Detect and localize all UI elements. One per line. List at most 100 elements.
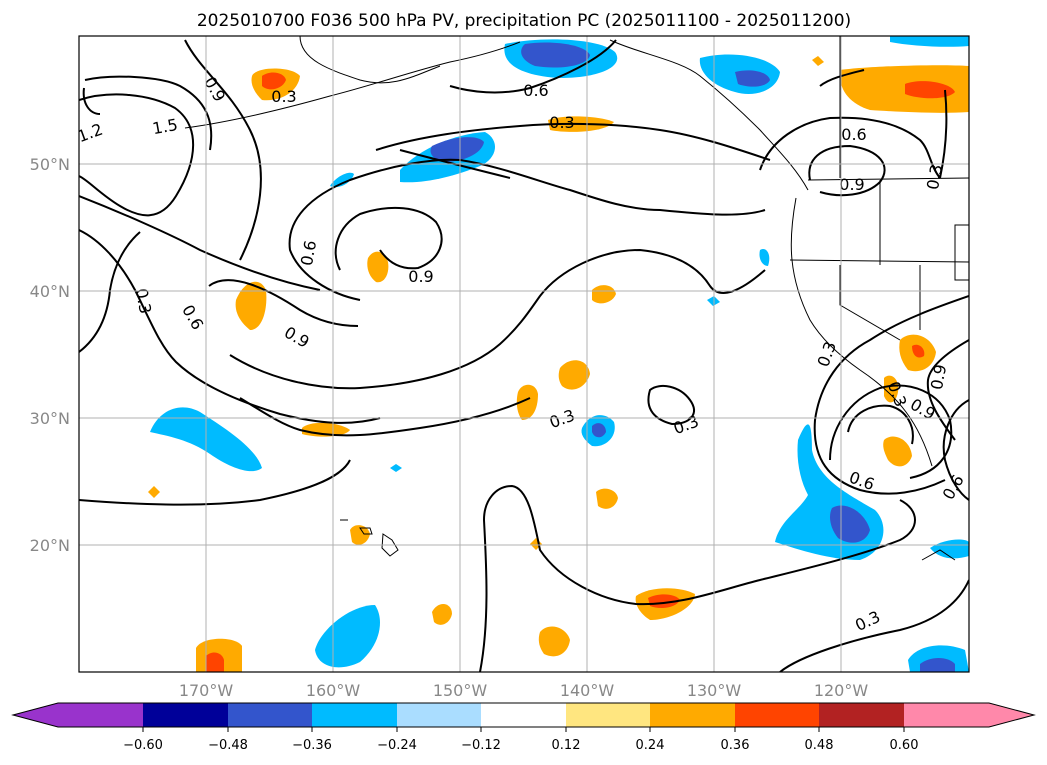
contour-label: 0.3 <box>923 163 946 191</box>
colorbar-segment <box>228 703 313 727</box>
pv-contour-line <box>647 384 695 426</box>
pv-contour-line <box>79 231 141 353</box>
pv-contour-line <box>239 397 531 437</box>
colorbar-tick-label: 0.36 <box>721 738 750 753</box>
pv-contour-line <box>829 384 953 479</box>
positive-anomaly-area <box>350 525 370 545</box>
pv-contour-line <box>926 339 969 441</box>
colorbar-tick-label: 0.12 <box>552 738 581 753</box>
map-title: 2025010700 F036 500 hPa PV, precipitatio… <box>197 11 851 31</box>
pv-contour-line <box>939 89 948 179</box>
pv-contour-line <box>229 248 766 390</box>
lon-label-150w: 150°W <box>433 681 488 700</box>
positive-anomaly-area <box>558 360 590 390</box>
contour-label: 0.6 <box>523 81 548 100</box>
contour-label: 0.9 <box>839 175 864 194</box>
positive-anomaly-area <box>235 281 267 330</box>
contour-label: 0.6 <box>841 125 866 144</box>
positive-anomaly-core <box>206 652 224 672</box>
colorbar-outline <box>11 702 1036 728</box>
colorbar-tick-label: 0.24 <box>636 738 665 753</box>
lon-label-170w: 170°W <box>179 681 234 700</box>
pv-contour-line <box>84 75 213 151</box>
colorbar-tick-label: −0.12 <box>461 738 501 753</box>
colorbar: −0.60 −0.48 −0.36 −0.24 −0.12 0.12 0.24 … <box>11 702 1036 753</box>
colorbar-segment <box>58 703 144 727</box>
pv-contour-line <box>813 295 969 495</box>
pv-contour-line <box>82 87 101 115</box>
lon-label-160w: 160°W <box>306 681 361 700</box>
colorbar-segment <box>650 703 736 727</box>
negative-anomaly-area <box>315 605 380 668</box>
lat-label-40n: 40°N <box>30 282 70 301</box>
lat-label-20n: 20°N <box>30 536 70 555</box>
colorbar-extend-high <box>989 703 1034 727</box>
colorbar-tick-label: −0.48 <box>208 738 248 753</box>
colorbar-segment <box>481 703 567 727</box>
map-frame <box>78 35 970 673</box>
colorbar-segment <box>819 703 905 727</box>
pv-contour-line <box>819 69 865 87</box>
positive-anomaly-core <box>912 344 925 358</box>
gridlines <box>79 36 969 672</box>
colorbar-segment <box>312 703 398 727</box>
pv-contour-labels: 1.5 1.2 0.9 0.6 0.3 0.9 0.6 0.3 0.3 0.6 … <box>79 73 968 635</box>
lat-label-50n: 50°N <box>30 155 70 174</box>
positive-anomaly-area <box>148 486 160 498</box>
longitude-labels: 170°W 160°W 150°W 140°W 130°W 120°W <box>179 681 869 700</box>
negative-anomaly-area <box>759 248 770 266</box>
colorbar-tick-label: −0.60 <box>123 738 163 753</box>
positive-anomaly-area <box>592 285 616 304</box>
colorbar-segment <box>566 703 651 727</box>
pv-contour-line <box>79 229 381 424</box>
negative-anomaly-area <box>930 539 969 559</box>
pv-contour-line <box>334 206 443 271</box>
pv-contour-line <box>942 399 969 501</box>
colorbar-tick-label: −0.36 <box>292 738 332 753</box>
positive-anomaly-area <box>596 488 618 509</box>
pv-contour-line <box>759 116 941 179</box>
negative-anomaly-core <box>430 137 484 162</box>
latitude-labels: 50°N 40°N 30°N 20°N <box>30 155 70 555</box>
negative-anomaly-core <box>592 423 606 438</box>
pv-contour-line <box>79 459 351 506</box>
contour-label: 1.5 <box>151 115 179 138</box>
contour-label: 0.6 <box>297 239 320 267</box>
contour-label: 0.3 <box>132 287 155 315</box>
precipitation-shading <box>148 36 969 672</box>
contour-label: 0.9 <box>927 363 950 391</box>
pv-contour-line <box>208 279 359 327</box>
positive-anomaly-area <box>538 626 570 657</box>
pv-contour-line <box>184 39 262 261</box>
negative-anomaly-area <box>390 464 402 472</box>
positive-anomaly-area <box>883 436 912 467</box>
positive-anomaly-core <box>262 72 286 90</box>
positive-anomaly-area <box>839 65 969 113</box>
negative-anomaly-core <box>920 658 955 672</box>
negative-anomaly-area <box>330 172 354 188</box>
pv-contour-line <box>808 144 886 197</box>
positive-anomaly-area <box>367 251 389 283</box>
colorbar-tick-label: 0.48 <box>805 738 834 753</box>
positive-anomaly-area <box>884 375 899 403</box>
contour-label: 0.9 <box>408 267 433 286</box>
positive-anomaly-area <box>516 384 538 420</box>
lon-label-130w: 130°W <box>687 681 742 700</box>
positive-anomaly-core <box>905 81 955 99</box>
lon-label-120w: 120°W <box>814 681 869 700</box>
colorbar-extend-low <box>13 703 58 727</box>
lon-label-140w: 140°W <box>560 681 615 700</box>
positive-anomaly-area <box>812 56 824 66</box>
coastlines <box>184 36 969 561</box>
colorbar-segment <box>397 703 482 727</box>
colorbar-tick-label: −0.24 <box>377 738 417 753</box>
lat-label-30n: 30°N <box>30 409 70 428</box>
colorbar-tick-label: 0.60 <box>890 738 919 753</box>
map-panel: 1.5 1.2 0.9 0.6 0.3 0.9 0.6 0.3 0.3 0.6 … <box>79 36 969 672</box>
colorbar-segment <box>904 703 990 727</box>
colorbar-segment <box>735 703 820 727</box>
contour-label: 0.3 <box>271 87 296 106</box>
pv-contour-line <box>779 579 969 672</box>
pv-contour-line <box>399 149 511 179</box>
